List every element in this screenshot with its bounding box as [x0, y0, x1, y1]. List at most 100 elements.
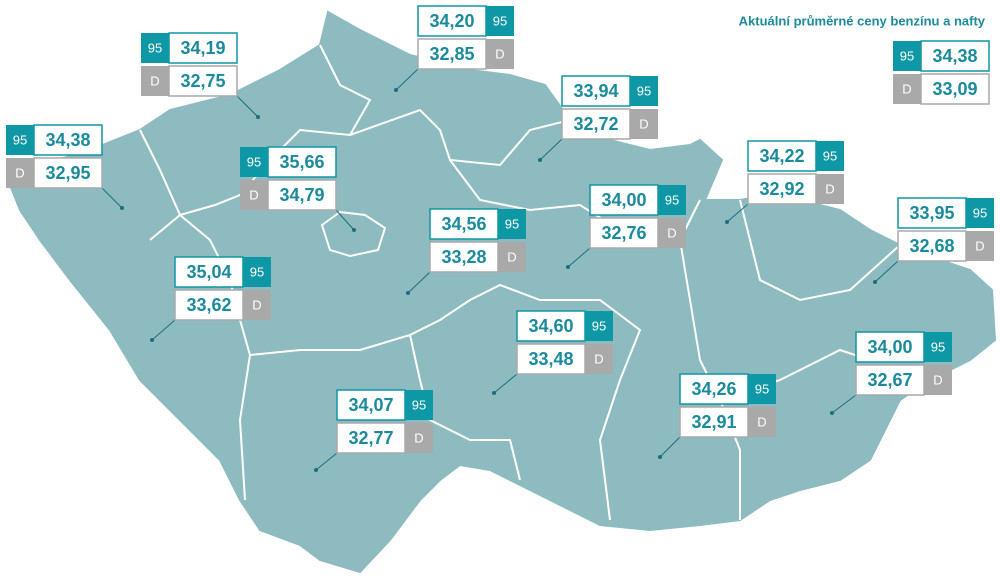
fuel-badge: [924, 365, 952, 395]
price-cell: [168, 32, 238, 64]
price-cell: [267, 179, 337, 211]
price-value: 34,22: [759, 146, 804, 166]
price-value: 35,04: [186, 262, 231, 282]
price-box: 34,60 95 33,48 D: [492, 310, 613, 395]
prague-shape: [320, 210, 387, 258]
fuel-badge-label: D: [639, 116, 648, 131]
price-box: 34,38 95 33,09 D: [893, 40, 990, 105]
price-box: 34,19 95 32,75 D: [141, 32, 260, 119]
price-box: 34,20 95 32,85 D: [394, 5, 514, 92]
region-dot: [120, 206, 124, 210]
price-box: 34,56 95 33,28 D: [406, 208, 526, 295]
price-cell: [33, 157, 103, 189]
fuel-badge: [893, 74, 921, 104]
fuel-badge-label: 95: [493, 13, 507, 28]
fuel-badge: [658, 185, 686, 215]
price-value: 33,48: [528, 349, 573, 369]
fuel-badge-label: D: [975, 238, 984, 253]
fuel-badge: [498, 242, 526, 272]
price-value: 33,95: [909, 203, 954, 223]
leader-line: [539, 138, 563, 161]
price-value: 34,19: [180, 38, 225, 58]
price-value: 34,00: [601, 190, 646, 210]
fuel-badge-label: D: [594, 351, 603, 366]
fuel-badge-label: 95: [900, 48, 914, 63]
fuel-badge-label: 95: [250, 264, 264, 279]
price-cell: [174, 256, 244, 288]
fuel-badge-label: 95: [247, 154, 261, 169]
fuel-badge: [748, 407, 776, 437]
fuel-badge-label: 95: [665, 192, 679, 207]
fuel-badge: [658, 218, 686, 248]
fuel-badge: [966, 198, 994, 228]
fuel-badge: [816, 141, 844, 171]
fuel-badge: [240, 147, 268, 177]
fuel-badge: [6, 158, 34, 188]
leader-line: [101, 187, 123, 209]
fuel-badge-label: 95: [148, 40, 162, 55]
fuel-badge-label: 95: [823, 148, 837, 163]
price-box: 34,22 95 32,92 D: [725, 140, 844, 224]
price-value: 32,76: [601, 223, 646, 243]
fuel-badge-label: D: [902, 81, 911, 96]
price-cell: [747, 140, 817, 172]
region-dot: [256, 115, 260, 119]
price-value: 35,66: [279, 152, 324, 172]
leader-line: [831, 394, 857, 414]
fuel-badge: [748, 374, 776, 404]
price-cell: [33, 124, 103, 156]
fuel-badge-label: D: [757, 414, 766, 429]
region-dot: [566, 265, 570, 269]
price-value: 32,91: [691, 412, 736, 432]
price-cell: [589, 184, 659, 216]
price-cell: [516, 310, 586, 342]
price-value: 34,07: [348, 395, 393, 415]
region-dot: [830, 411, 834, 415]
price-value: 33,94: [573, 81, 618, 101]
fuel-badge: [630, 109, 658, 139]
price-cell: [336, 422, 406, 454]
price-cell: [561, 108, 631, 140]
price-value: 32,77: [348, 428, 393, 448]
fuel-badge-label: D: [414, 430, 423, 445]
leader-line: [493, 373, 518, 394]
fuel-badge-label: D: [252, 297, 261, 312]
region-dot: [873, 280, 877, 284]
fuel-badge-label: 95: [637, 83, 651, 98]
price-cell: [561, 75, 631, 107]
fuel-badge-label: 95: [931, 339, 945, 354]
leader-line: [659, 436, 681, 458]
fuel-badge: [585, 311, 613, 341]
price-value: 33,62: [186, 295, 231, 315]
price-cell: [920, 73, 990, 105]
region-dot: [406, 291, 410, 295]
fuel-badge: [816, 174, 844, 204]
price-value: 34,00: [867, 337, 912, 357]
region-dot: [150, 338, 154, 342]
price-box: 35,04 95 33,62 D: [150, 256, 271, 342]
price-cell: [267, 146, 337, 178]
price-value: 32,75: [180, 71, 225, 91]
region-dot: [394, 88, 398, 92]
fuel-badge: [585, 344, 613, 374]
fuel-badge: [486, 6, 514, 36]
price-box: 34,07 95 32,77 D: [314, 389, 433, 472]
leader-line: [395, 68, 419, 91]
leader-line: [236, 95, 259, 118]
fuel-badge: [405, 423, 433, 453]
fuel-badge-label: 95: [973, 205, 987, 220]
region-dot: [492, 391, 496, 395]
leader-line: [315, 452, 338, 471]
price-cell: [336, 389, 406, 421]
fuel-badge-label: D: [933, 372, 942, 387]
price-box: 34,00 95 32,76 D: [566, 184, 686, 269]
price-value: 34,56: [441, 214, 486, 234]
price-box: 33,94 95 32,72 D: [538, 75, 658, 162]
leader-line: [407, 271, 431, 294]
fuel-badge: [405, 390, 433, 420]
price-cell: [855, 331, 925, 363]
fuel-badge-label: 95: [412, 397, 426, 412]
price-value: 34,38: [932, 46, 977, 66]
fuel-badge-label: D: [150, 73, 159, 88]
